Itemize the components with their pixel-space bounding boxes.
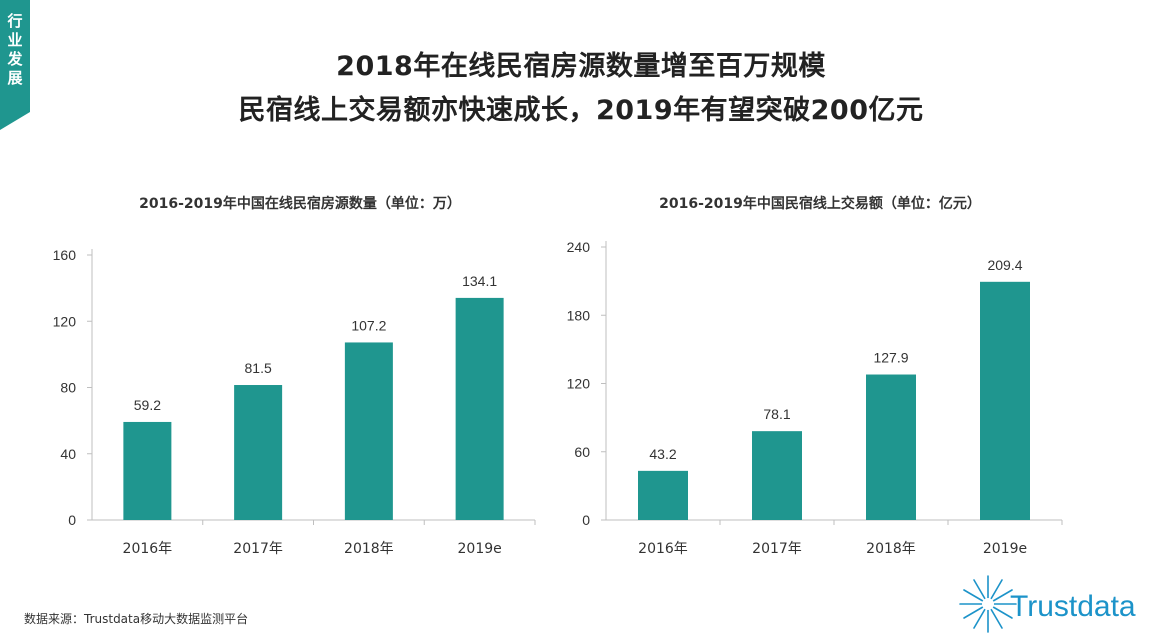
chart-2-title: 2016-2019年中国民宿线上交易额（单位：亿元） (659, 196, 981, 212)
data-source-note: 数据来源：Trustdata移动大数据监测平台 (24, 612, 249, 626)
chart-1-bar (455, 297, 504, 520)
section-tag-label: 行业发展 (7, 12, 23, 87)
chart-1-y-tick-label: 80 (60, 380, 76, 396)
chart-1-title: 2016-2019年中国在线民宿房源数量（单位：万） (139, 196, 461, 212)
chart-2-x-tick-label: 2019e (983, 541, 1027, 557)
chart-2-x-tick-label: 2017年 (752, 541, 802, 557)
section-tag-shape (0, 0, 30, 130)
chart-2-y-tick-label: 240 (567, 239, 591, 255)
chart-1-y-tick-label: 160 (53, 247, 77, 263)
chart-2-x-tick-label: 2016年 (638, 541, 688, 557)
chart-2-y-tick-label: 120 (567, 376, 591, 392)
logo-wordmark: Trustdata (1010, 590, 1136, 623)
chart-2-bar (638, 470, 688, 520)
chart-1-bar (123, 421, 172, 520)
chart-2-data-label: 43.2 (649, 446, 676, 462)
chart-1-x-tick-label: 2019e (458, 541, 502, 557)
chart-2-bar (980, 281, 1030, 520)
chart-2-bar (866, 374, 916, 520)
page-title-line-1: 2018年在线民宿房源数量增至百万规模 (336, 51, 826, 82)
trustdata-logo: Trustdata (958, 572, 1158, 636)
chart-1-data-label: 81.5 (245, 360, 272, 376)
chart-2-y-tick-label: 0 (582, 512, 590, 528)
chart-1-x-tick-label: 2018年 (344, 541, 394, 557)
chart-1-y-tick-label: 120 (53, 313, 77, 329)
chart-1-data-label: 107.2 (351, 317, 386, 333)
chart-1-x-tick-label: 2016年 (123, 541, 173, 557)
chart-2-data-label: 209.4 (987, 257, 1022, 273)
chart-2-y-tick-label: 180 (567, 307, 591, 323)
chart-1-y-tick-label: 0 (68, 512, 76, 528)
chart-1-bar (234, 385, 283, 520)
chart-2-data-label: 78.1 (763, 406, 790, 422)
chart-2-data-label: 127.9 (873, 350, 908, 366)
page-title-line-2: 民宿线上交易额亦快速成长，2019年有望突破200亿元 (238, 95, 924, 126)
chart-2-y-tick-label: 60 (574, 444, 590, 460)
logo-burst-icon (959, 575, 1017, 633)
chart-1-x-tick-label: 2017年 (233, 541, 283, 557)
chart-1-bar (344, 342, 393, 520)
chart-1-data-label: 134.1 (462, 273, 497, 289)
section-tag: 行业发展 (0, 0, 36, 130)
chart-2-x-tick-label: 2018年 (866, 541, 916, 557)
chart-1-data-label: 59.2 (134, 397, 161, 413)
chart-2-bar (752, 431, 802, 520)
chart-1-y-tick-label: 40 (60, 446, 76, 462)
